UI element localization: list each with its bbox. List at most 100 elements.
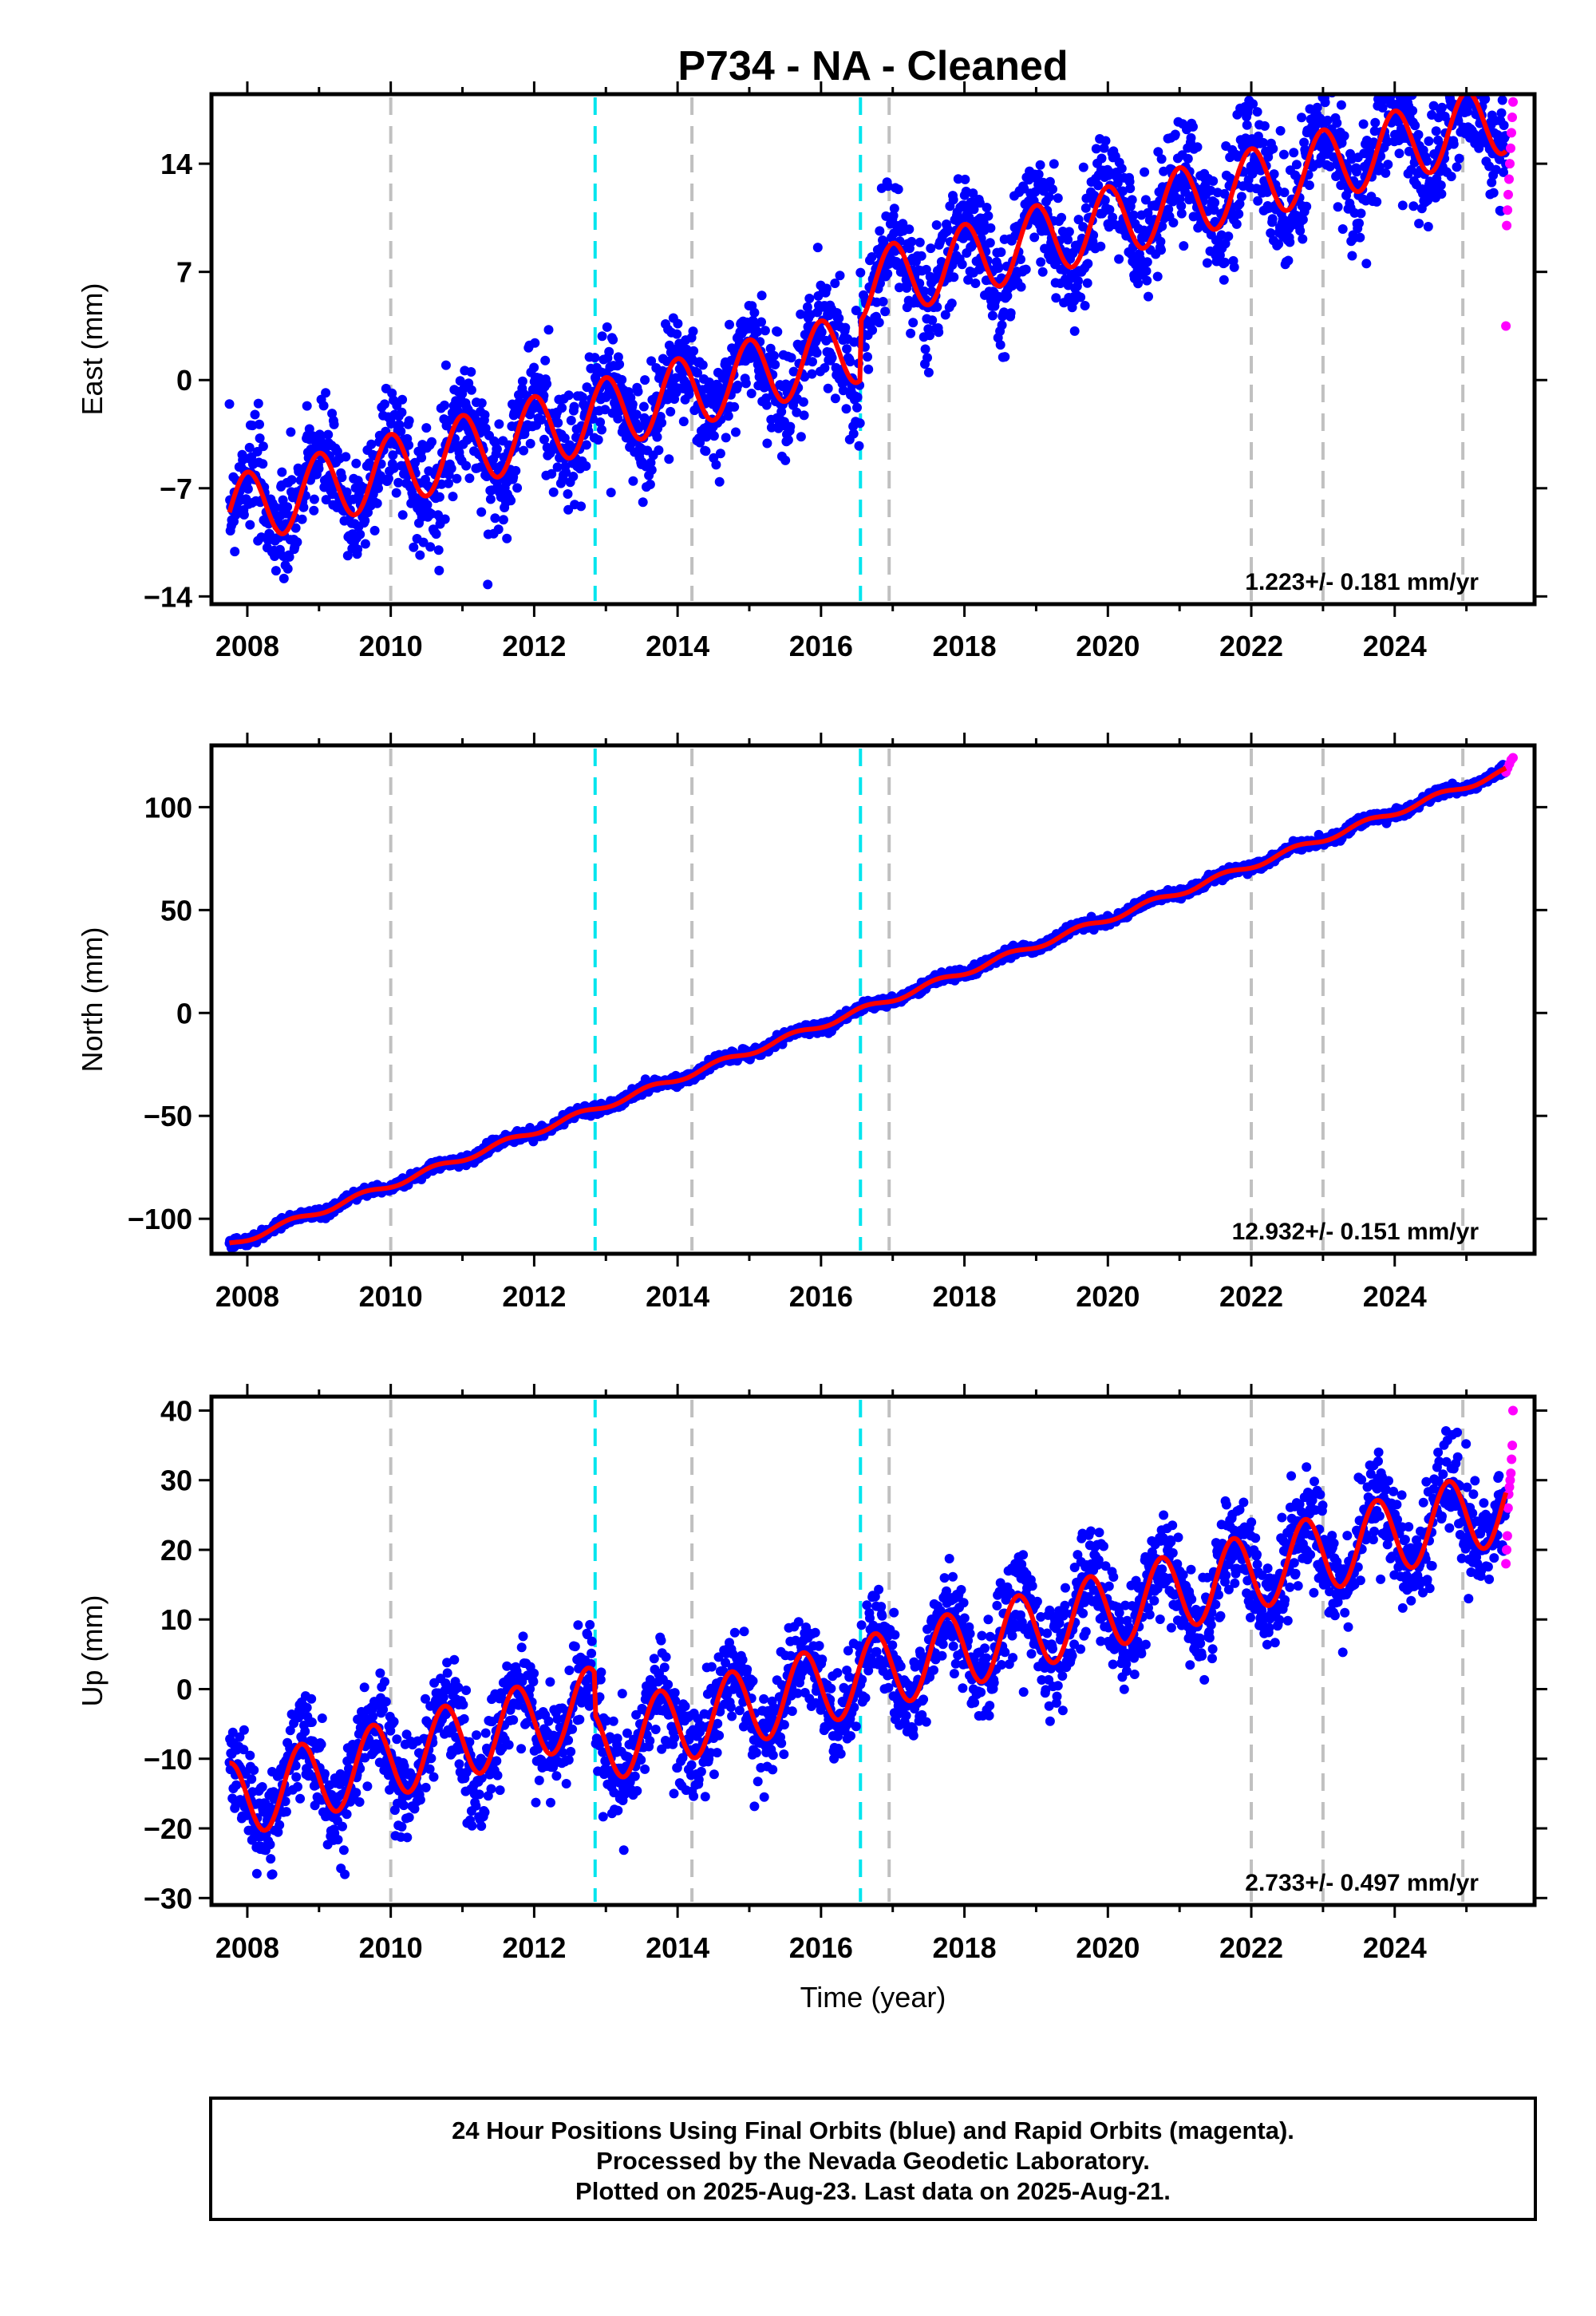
data-point: [466, 385, 476, 395]
data-point: [830, 279, 840, 288]
data-point: [1080, 203, 1091, 213]
data-point: [506, 496, 516, 506]
data-point: [1125, 184, 1136, 194]
data-point: [1073, 276, 1083, 286]
data-point: [1480, 94, 1491, 105]
data-point: [1458, 65, 1468, 74]
data-point: [960, 174, 970, 184]
data-point: [1481, 77, 1491, 86]
data-point: [309, 494, 319, 504]
data-point: [1183, 153, 1193, 164]
plot-frame: [209, 92, 1537, 607]
data-point: [1078, 162, 1088, 172]
data-point: [1355, 232, 1365, 243]
data-point: [224, 399, 235, 409]
data-point: [772, 326, 783, 337]
data-point: [776, 406, 787, 417]
data-point: [1361, 259, 1372, 269]
rapid-point: [1503, 189, 1513, 200]
data-point: [1063, 235, 1073, 245]
data-point: [258, 459, 268, 469]
data-point: [452, 473, 462, 484]
data-point: [835, 271, 845, 281]
rapid-point: [1505, 159, 1515, 169]
data-point: [689, 346, 699, 356]
data-point: [1468, 49, 1478, 59]
data-point: [415, 550, 425, 560]
data-point: [548, 487, 559, 497]
data-point: [1142, 275, 1152, 286]
data-point: [1401, 65, 1411, 74]
data-point: [389, 463, 399, 473]
data-point: [821, 283, 832, 294]
data-point: [1140, 167, 1150, 177]
data-point: [766, 422, 776, 433]
data-point: [353, 544, 363, 555]
data-point: [476, 507, 487, 517]
data-point: [566, 415, 576, 425]
data-point: [926, 243, 936, 254]
data-point: [1382, 136, 1393, 147]
data-point: [904, 224, 915, 235]
data-point: [409, 542, 419, 552]
data-point: [1268, 144, 1278, 154]
data-point: [842, 344, 852, 354]
data-point: [1285, 237, 1295, 247]
data-point: [996, 247, 1006, 257]
data-point: [1385, 58, 1394, 68]
data-point: [1278, 149, 1289, 160]
data-point: [934, 327, 944, 338]
data-point: [1016, 282, 1026, 292]
data-point: [1389, 72, 1398, 81]
data-point: [578, 392, 587, 402]
data-point: [678, 417, 689, 427]
data-point: [339, 516, 350, 526]
data-point: [932, 302, 942, 312]
data-point: [969, 204, 979, 215]
data-point: [1295, 226, 1306, 236]
data-point: [239, 510, 249, 520]
data-point: [542, 379, 552, 389]
data-point: [1016, 255, 1025, 264]
data-point: [1141, 266, 1152, 276]
data-point: [1322, 115, 1333, 125]
data-point: [923, 367, 934, 377]
data-point: [1408, 201, 1419, 211]
data-point: [557, 403, 567, 413]
rapid-point: [1502, 220, 1512, 231]
y-tick-label: −7: [160, 472, 192, 505]
data-point: [985, 238, 995, 248]
data-point: [404, 416, 414, 426]
x-tick-label: 2022: [1219, 630, 1283, 662]
data-point: [820, 363, 830, 373]
data-point: [1044, 192, 1054, 202]
data-point: [1463, 106, 1472, 117]
data-point: [351, 458, 361, 468]
data-point: [1446, 172, 1456, 182]
data-point: [422, 500, 433, 510]
x-tick-label: 2008: [215, 630, 279, 662]
data-point: [329, 419, 339, 429]
data-point: [1436, 189, 1447, 199]
data-point: [613, 352, 623, 362]
data-point: [830, 393, 840, 404]
data-point: [1236, 192, 1246, 202]
data-point: [1048, 184, 1057, 195]
data-point: [867, 252, 877, 262]
data-point: [230, 547, 240, 557]
data-point: [480, 409, 490, 420]
data-point: [1466, 61, 1476, 71]
data-point: [1116, 164, 1127, 174]
data-point: [617, 374, 627, 385]
data-point: [600, 405, 610, 415]
data-point: [852, 402, 862, 413]
data-point: [970, 279, 981, 288]
data-point: [1332, 118, 1342, 128]
data-point: [646, 464, 657, 475]
data-point: [493, 524, 504, 535]
data-point: [681, 378, 691, 389]
data-point: [1073, 215, 1084, 225]
data-point: [1219, 275, 1229, 285]
data-point: [1005, 308, 1016, 318]
data-point: [673, 318, 683, 329]
